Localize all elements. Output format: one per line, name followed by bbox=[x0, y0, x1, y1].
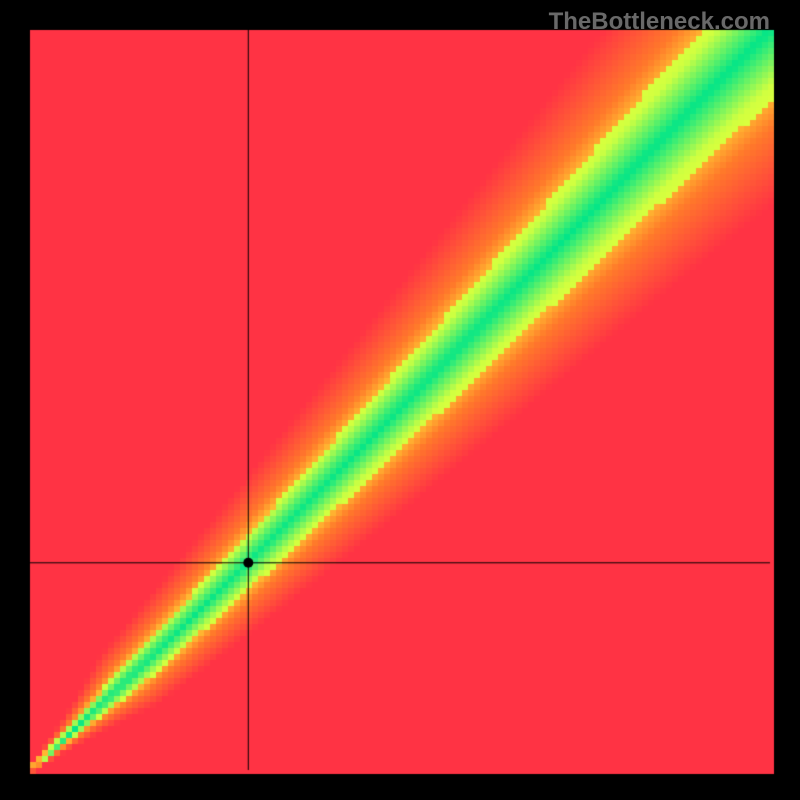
bottleneck-heatmap bbox=[0, 0, 800, 800]
watermark-text: TheBottleneck.com bbox=[549, 8, 770, 36]
chart-container: TheBottleneck.com bbox=[0, 0, 800, 800]
